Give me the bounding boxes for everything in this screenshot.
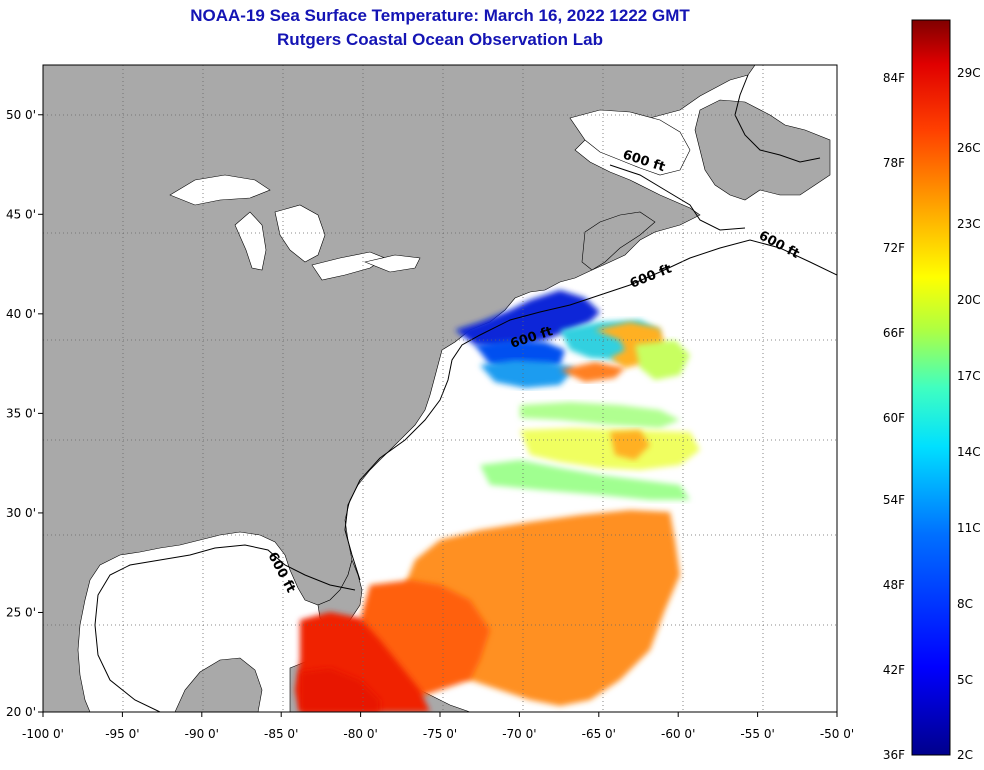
colorbar-c-label: 8C <box>957 597 973 611</box>
sst-cold-shelf <box>455 290 600 348</box>
land-north-america <box>43 65 756 712</box>
lon-tick-label: -75 0' <box>423 727 457 741</box>
land-yucatan <box>174 657 263 712</box>
colorbar-celsius-labels: 29C 26C 23C 20C 17C 14C 11C 8C 5C 2C <box>957 66 981 762</box>
colorbar-f-label: 54F <box>883 493 905 507</box>
colorbar-fahrenheit-labels: 84F 78F 72F 66F 60F 54F 48F 42F 36F <box>883 71 905 762</box>
colorbar-c-label: 17C <box>957 369 981 383</box>
lat-tick-label: 50 0' <box>6 108 36 122</box>
lon-tick-label: -50 0' <box>820 727 854 741</box>
colorbar-f-label: 48F <box>883 578 905 592</box>
great-lakes <box>169 174 421 281</box>
colorbar-f-label: 72F <box>883 241 905 255</box>
lon-tick-label: -55 0' <box>740 727 774 741</box>
lat-tick-label: 20 0' <box>6 705 36 719</box>
colorbar-c-label: 14C <box>957 445 981 459</box>
lat-tick-label: 30 0' <box>6 506 36 520</box>
lon-tick-label: -95 0' <box>105 727 139 741</box>
colorbar-f-label: 60F <box>883 411 905 425</box>
land-nova-scotia <box>581 211 656 271</box>
colorbar-c-label: 5C <box>957 673 973 687</box>
lon-tick-label: -90 0' <box>185 727 219 741</box>
lat-tick-label: 40 0' <box>6 307 36 321</box>
lon-tick-label: -80 0' <box>343 727 377 741</box>
map-title: NOAA-19 Sea Surface Temperature: March 1… <box>190 6 690 25</box>
lon-tick-label: -85 0' <box>264 727 298 741</box>
lon-tick-label: -60 0' <box>661 727 695 741</box>
colorbar-c-label: 26C <box>957 141 981 155</box>
lon-tick-label: -70 0' <box>502 727 536 741</box>
lat-tick-label: 35 0' <box>6 406 36 420</box>
lat-tick-label: 45 0' <box>6 207 36 221</box>
colorbar-f-label: 84F <box>883 71 905 85</box>
colorbar-c-label: 20C <box>957 293 981 307</box>
sst-data <box>295 290 700 712</box>
lon-tick-label: -100 0' <box>22 727 64 741</box>
graticule <box>43 65 837 712</box>
colorbar-f-label: 66F <box>883 326 905 340</box>
land-newfoundland <box>694 99 831 201</box>
longitude-axis: -100 0' -95 0' -90 0' -85 0' -80 0' -75 0' -70… <box>22 712 854 741</box>
colorbar-c-label: 29C <box>957 66 981 80</box>
lon-tick-label: -65 0' <box>582 727 616 741</box>
colorbar-f-label: 42F <box>883 663 905 677</box>
isobath-600ft <box>94 74 837 712</box>
gulf-st-lawrence <box>569 109 691 176</box>
latitude-axis: 50 0' 45 0' 40 0' 35 0' 30 0' 25 0' 20 0' <box>6 108 43 719</box>
colorbar-f-label: 36F <box>883 748 905 762</box>
colorbar-c-label: 2C <box>957 748 973 762</box>
map-subtitle: Rutgers Coastal Ocean Observation Lab <box>277 30 603 49</box>
lat-tick-label: 25 0' <box>6 605 36 619</box>
colorbar <box>911 19 951 756</box>
colorbar-f-label: 78F <box>883 156 905 170</box>
colorbar-c-label: 23C <box>957 217 981 231</box>
colorbar-c-label: 11C <box>957 521 981 535</box>
